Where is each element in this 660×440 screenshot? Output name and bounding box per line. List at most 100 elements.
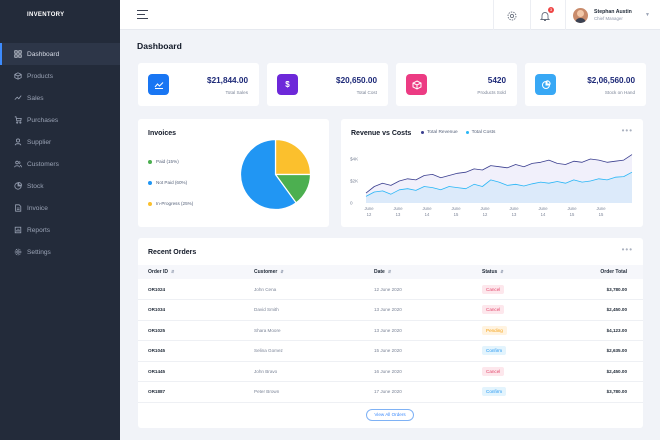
report-icon xyxy=(13,225,23,235)
gear-icon xyxy=(13,247,23,257)
status-badge: Pending xyxy=(482,325,507,335)
user-role: Chief Manager xyxy=(594,16,623,21)
table-header-row: Order ID ⇵ Customer ⇵ Date ⇵ Status ⇵ Order … xyxy=(138,265,643,279)
hamburger-menu-button[interactable] xyxy=(137,10,148,20)
sidebar-item-label: Reports xyxy=(27,226,51,234)
more-options-button[interactable]: ••• xyxy=(621,126,633,135)
sidebar-item-dashboard[interactable]: Dashboard xyxy=(0,43,120,65)
x-tick-label: 13 xyxy=(512,212,517,217)
table-row[interactable]: OR1034 David Smith 13 June 2020 Cancel $2,45… xyxy=(138,299,643,321)
legend-label: Total Costs xyxy=(471,130,496,135)
stat-value: $20,650.00 xyxy=(336,76,377,85)
brand-logo: INVENTORY xyxy=(27,12,65,18)
table-row[interactable]: OR1025 Shara Moore 13 June 2020 Pending $4,1… xyxy=(138,320,643,341)
sort-icon[interactable]: ⇵ xyxy=(280,269,284,274)
x-tick-label: June xyxy=(393,206,403,211)
page-title: Dashboard xyxy=(137,41,182,51)
sidebar-item-reports[interactable]: Reports xyxy=(0,219,120,241)
status-cell: Cancel xyxy=(482,279,562,300)
topbar: 3 Stephan Austin Chief Manager ▼ xyxy=(120,0,660,30)
divider xyxy=(530,0,531,30)
stat-card-total-cost: $ $20,650.00 Total Cost xyxy=(267,63,388,106)
status-cell: Confirm xyxy=(482,381,562,403)
column-header-customer[interactable]: Customer ⇵ xyxy=(254,269,284,275)
y-tick-label: $4K xyxy=(350,157,359,162)
series-area-total-revenue xyxy=(366,154,632,203)
notification-count-badge: 3 xyxy=(548,7,554,13)
recent-orders-card: Recent Orders ••• Order ID ⇵ Customer ⇵ Da… xyxy=(138,238,643,428)
stat-value: $2,06,560.00 xyxy=(587,76,635,85)
column-header-order-id[interactable]: Order ID ⇵ xyxy=(148,269,175,275)
stat-value: $21,844.00 xyxy=(207,76,248,85)
order-date: 16 June 2020 xyxy=(374,361,482,382)
sidebar-item-label: Settings xyxy=(27,248,51,256)
sidebar-item-stock[interactable]: Stock xyxy=(0,175,120,197)
table-row[interactable]: OR1024 John Cena 12 June 2020 Cancel $3,780.… xyxy=(138,279,643,300)
legend-dot xyxy=(148,159,152,164)
sidebar-item-products[interactable]: Products xyxy=(0,65,120,87)
user-menu[interactable]: Stephan Austin Chief Manager ▼ xyxy=(568,0,660,30)
sidebar-item-sales[interactable]: Sales xyxy=(0,87,120,109)
customer-name: Peter Brown xyxy=(254,381,374,403)
sort-icon[interactable]: ⇵ xyxy=(500,269,504,274)
revenue-chart-title: Revenue vs Costs xyxy=(351,130,412,137)
column-header-date[interactable]: Date ⇵ xyxy=(374,269,392,275)
x-tick-label: June xyxy=(596,206,606,211)
legend-dot xyxy=(148,180,152,185)
stat-value: 5420 xyxy=(487,76,506,85)
order-date: 15 June 2020 xyxy=(374,340,482,362)
legend-dot xyxy=(148,201,152,206)
sidebar-item-label: Purchases xyxy=(27,116,59,124)
y-tick-label: $2K xyxy=(350,179,359,184)
sort-icon[interactable]: ⇵ xyxy=(387,269,392,274)
stat-card-total-sales: $21,844.00 Total Sales xyxy=(138,63,259,106)
customer-name: David Smith xyxy=(254,299,374,321)
sort-icon[interactable]: ⇵ xyxy=(171,269,175,274)
invoices-card: Invoices Paid (15%) Not Paid (60%) In-Pr… xyxy=(138,119,329,227)
order-id: OR1887 xyxy=(138,381,254,403)
column-header-order-total[interactable]: Order Total xyxy=(600,269,627,275)
sidebar-item-settings[interactable]: Settings xyxy=(0,241,120,263)
bell-icon[interactable] xyxy=(539,9,551,21)
series-area-total-costs xyxy=(366,172,632,203)
sidebar-item-supplier[interactable]: Supplier xyxy=(0,131,120,153)
legend-item-total-revenue: Total Revenue xyxy=(421,130,458,135)
status-badge: Confirm xyxy=(482,387,507,397)
status-cell: Pending xyxy=(482,320,562,341)
x-tick-label: 15 xyxy=(599,212,604,217)
more-options-button[interactable]: ••• xyxy=(621,245,633,254)
table-row[interactable]: OR1887 Peter Brown 17 June 2020 Confirm $3,7… xyxy=(138,381,643,403)
orders-table: Order ID ⇵ Customer ⇵ Date ⇵ Status ⇵ Order … xyxy=(138,265,643,403)
revenue-chart-card: Revenue vs Costs Total Revenue Total Cos… xyxy=(341,119,643,227)
sidebar-item-invoice[interactable]: Invoice xyxy=(0,197,120,219)
stat-label: Stock on Hand xyxy=(604,90,635,95)
revenue-chart-legend: Total Revenue Total Costs xyxy=(421,130,503,135)
view-all-orders-button[interactable]: View All Orders xyxy=(366,409,414,421)
legend-dot xyxy=(465,131,469,134)
order-total: $2,450.00 xyxy=(562,361,643,382)
avatar xyxy=(573,7,588,23)
table-row[interactable]: OR1045 Selina Gomez 15 June 2020 Confirm $2,… xyxy=(138,340,643,362)
x-tick-label: 12 xyxy=(367,212,372,217)
revenue-area-chart: $4K$2K0June12June13June14June15June12Jun… xyxy=(350,154,633,217)
x-tick-label: 14 xyxy=(541,212,546,217)
invoices-pie-chart xyxy=(239,138,312,211)
order-id: OR1025 xyxy=(138,320,254,341)
order-date: 13 June 2020 xyxy=(374,299,482,321)
column-header-status[interactable]: Status ⇵ xyxy=(482,269,504,275)
stat-label: Total Sales xyxy=(225,90,248,95)
sidebar-item-customers[interactable]: Customers xyxy=(0,153,120,175)
table-row[interactable]: OR1445 John Bravo 16 June 2020 Cancel $2,450… xyxy=(138,361,643,382)
order-total: $3,780.00 xyxy=(562,381,643,403)
sidebar-item-label: Sales xyxy=(27,94,44,102)
order-total: $4,123.00 xyxy=(562,320,643,341)
recent-orders-title: Recent Orders xyxy=(148,249,197,256)
pie-slice-not-paid xyxy=(239,138,297,211)
sidebar-item-purchases[interactable]: Purchases xyxy=(0,109,120,131)
dollar-icon: $ xyxy=(277,74,298,95)
trend-icon xyxy=(13,93,23,103)
settings-gear-icon[interactable] xyxy=(506,9,518,21)
stat-label: Total Cost xyxy=(356,90,377,95)
series-line-total-costs xyxy=(365,171,633,197)
x-tick-label: June xyxy=(480,206,490,211)
